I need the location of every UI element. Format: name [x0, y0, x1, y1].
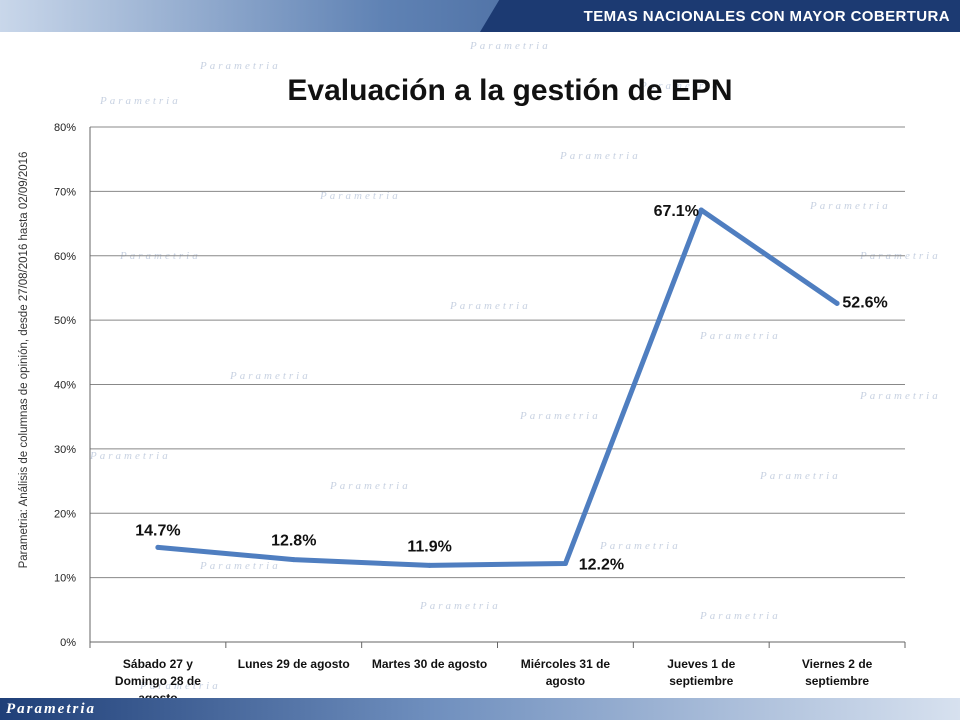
y-tick-label: 60%: [54, 251, 76, 263]
watermark-text: Parametria: [600, 540, 681, 552]
data-point: [834, 300, 840, 306]
data-label: 11.9%: [407, 538, 451, 555]
x-tick-label: Martes 30 de agosto: [372, 657, 487, 671]
watermark-text: Parametria: [330, 480, 411, 492]
y-tick-label: 40%: [54, 380, 76, 392]
watermark-text: Parametria: [860, 390, 941, 402]
data-label: 52.6%: [842, 294, 887, 311]
footer-band: [0, 698, 960, 720]
data-label: 67.1%: [654, 203, 699, 220]
watermark-text: Parametria: [560, 150, 641, 162]
x-tick-label: Lunes 29 de agosto: [238, 657, 350, 671]
header-tab: TEMAS NACIONALES CON MAYOR COBERTURA: [480, 0, 960, 32]
x-tick-label: Miércoles 31 de agosto: [521, 657, 611, 688]
watermark-text: Parametria: [810, 200, 891, 212]
data-point: [155, 544, 161, 550]
watermark-text: Parametria: [420, 600, 501, 612]
watermark-text: Parametria: [520, 410, 601, 422]
watermark-text: Parametria: [100, 95, 181, 107]
data-label: 12.8%: [271, 533, 316, 550]
y-tick-label: 70%: [54, 186, 76, 198]
data-point: [698, 207, 704, 213]
watermark-text: Parametria: [760, 470, 841, 482]
y-tick-label: 30%: [54, 444, 76, 456]
header-title: TEMAS NACIONALES CON MAYOR COBERTURA: [583, 7, 950, 25]
watermark-text: Parametria: [450, 300, 531, 312]
watermark-text: Parametria: [230, 370, 311, 382]
watermark-text: Parametria: [470, 40, 551, 52]
watermark-text: Parametria: [700, 330, 781, 342]
y-tick-label: 20%: [54, 508, 76, 520]
series-line: [155, 207, 840, 568]
watermark-text: Parametria: [200, 60, 281, 72]
watermark-text: Parametria: [140, 680, 221, 692]
y-tick-label: 50%: [54, 315, 76, 327]
data-point: [427, 562, 433, 568]
watermark-text: Parametria: [320, 190, 401, 202]
chart-title: Evaluación a la gestión de EPN: [287, 74, 733, 107]
y-tick-label: 80%: [54, 122, 76, 134]
y-tick-label: 0%: [60, 637, 76, 649]
data-label: 14.7%: [135, 522, 180, 539]
x-tick-label: Jueves 1 de septiembre: [667, 657, 735, 688]
watermark-text: Parametria: [700, 610, 781, 622]
watermark-text: Parametria: [90, 450, 171, 462]
parametria-logo: Parametria: [6, 701, 96, 717]
x-tick-label: Viernes 2 de septiembre: [802, 657, 873, 688]
data-point: [291, 557, 297, 563]
data-label: 12.2%: [579, 556, 624, 573]
y-tick-label: 10%: [54, 573, 76, 585]
watermark-text: Parametria: [640, 80, 721, 92]
watermark-text: Parametria: [200, 560, 281, 572]
data-point: [562, 560, 568, 566]
